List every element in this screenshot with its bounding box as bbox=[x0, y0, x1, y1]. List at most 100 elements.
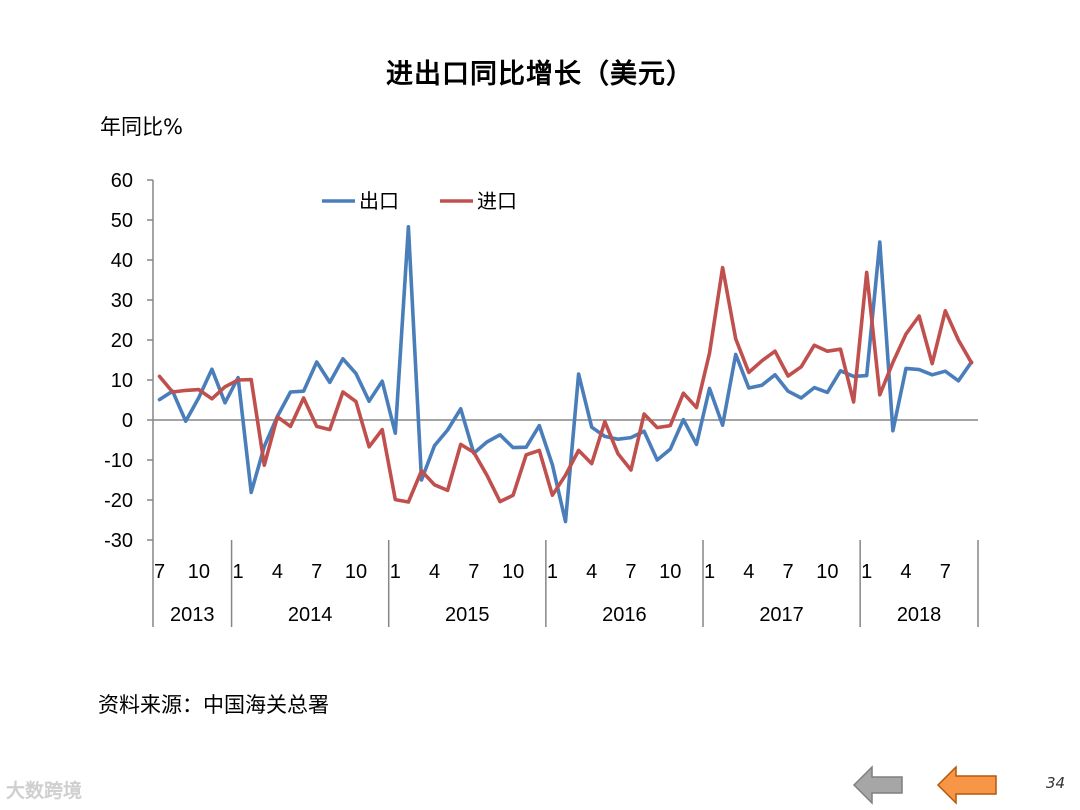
year-label: 2014 bbox=[288, 604, 333, 626]
data-point-export bbox=[865, 374, 868, 377]
data-point-export bbox=[760, 384, 764, 387]
data-point-import bbox=[734, 337, 737, 340]
data-point-import bbox=[158, 375, 161, 378]
data-point-import bbox=[197, 388, 200, 391]
data-point-export bbox=[931, 373, 934, 376]
data-point-import bbox=[656, 426, 659, 429]
previous-slide-button[interactable] bbox=[852, 764, 904, 810]
chart-legend: 出口 进口 bbox=[322, 190, 517, 213]
data-point-import bbox=[865, 271, 868, 274]
data-point-export bbox=[367, 400, 371, 403]
data-point-export bbox=[250, 491, 253, 494]
data-point-export bbox=[642, 430, 646, 433]
data-point-export bbox=[944, 370, 947, 373]
data-point-export bbox=[826, 391, 829, 394]
data-point-export bbox=[197, 396, 200, 399]
data-point-import bbox=[276, 415, 279, 418]
y-tick-label: -30 bbox=[104, 530, 133, 552]
x-tick-label: 10 bbox=[502, 561, 524, 583]
data-point-import bbox=[315, 425, 318, 428]
data-point-import bbox=[747, 371, 750, 374]
data-point-import bbox=[616, 452, 620, 455]
data-point-import bbox=[485, 474, 489, 477]
data-point-import bbox=[381, 428, 384, 431]
data-point-export bbox=[708, 387, 711, 390]
data-point-import bbox=[786, 374, 790, 378]
data-point-export bbox=[420, 478, 423, 482]
x-tick-label: 1 bbox=[390, 561, 401, 583]
data-point-import bbox=[826, 350, 829, 353]
data-point-export bbox=[878, 240, 881, 244]
data-point-export bbox=[446, 428, 449, 432]
data-point-export bbox=[721, 424, 724, 427]
data-point-import bbox=[970, 361, 973, 364]
data-point-import bbox=[931, 362, 934, 365]
data-point-export bbox=[747, 386, 750, 390]
y-tick-label: 60 bbox=[111, 170, 133, 192]
data-point-import bbox=[263, 464, 266, 467]
data-point-import bbox=[367, 445, 371, 448]
y-tick-label: 30 bbox=[111, 290, 133, 312]
data-point-export bbox=[904, 367, 908, 370]
x-tick-label: 4 bbox=[272, 561, 283, 583]
year-label: 2018 bbox=[897, 604, 942, 626]
data-point-export bbox=[433, 444, 436, 447]
data-point-export bbox=[302, 390, 305, 393]
data-point-export bbox=[328, 381, 331, 384]
data-point-import bbox=[917, 314, 921, 318]
data-point-export bbox=[525, 446, 528, 449]
data-point-import bbox=[171, 390, 174, 394]
x-tick-label: 10 bbox=[816, 561, 838, 583]
y-tick-label: 40 bbox=[111, 250, 133, 272]
year-label: 2017 bbox=[759, 604, 804, 626]
data-point-import bbox=[760, 359, 764, 362]
data-point-export bbox=[590, 426, 593, 429]
data-point-export bbox=[773, 373, 777, 376]
data-point-import bbox=[891, 361, 895, 364]
data-point-export bbox=[629, 436, 633, 439]
x-tick-label: 4 bbox=[743, 561, 754, 583]
data-point-export bbox=[695, 443, 698, 446]
data-point-export bbox=[407, 225, 410, 228]
data-point-import bbox=[236, 378, 240, 382]
data-point-import bbox=[459, 443, 462, 446]
y-tick-label: 10 bbox=[111, 370, 133, 392]
data-point-import bbox=[407, 500, 410, 504]
data-point-export bbox=[223, 401, 227, 404]
data-point-import bbox=[721, 266, 724, 269]
data-point-export bbox=[551, 463, 554, 466]
page-number: 34 bbox=[1046, 774, 1066, 792]
legend-label: 进口 bbox=[477, 190, 517, 213]
data-point-import bbox=[446, 489, 449, 492]
x-tick-label: 7 bbox=[625, 561, 636, 583]
data-point-export bbox=[485, 440, 489, 444]
next-slide-button[interactable] bbox=[936, 764, 998, 810]
x-tick-label: 7 bbox=[154, 561, 165, 583]
data-point-export bbox=[184, 420, 187, 423]
data-point-export bbox=[656, 458, 659, 462]
legend-label: 出口 bbox=[359, 190, 399, 213]
y-axis-unit-label: 年同比% bbox=[100, 115, 183, 139]
data-point-export bbox=[381, 380, 384, 383]
data-point-import bbox=[577, 449, 580, 452]
x-tick-label: 4 bbox=[586, 561, 597, 583]
data-point-import bbox=[525, 453, 528, 456]
data-point-export bbox=[603, 435, 606, 438]
arrow-left-orange-icon bbox=[936, 765, 997, 805]
x-tick-label: 1 bbox=[547, 561, 558, 583]
data-point-import bbox=[472, 451, 475, 454]
watermark-logo: 大数跨境 bbox=[6, 780, 83, 802]
data-point-import bbox=[682, 392, 685, 395]
data-point-export bbox=[341, 357, 345, 360]
data-point-import bbox=[420, 469, 423, 472]
data-point-export bbox=[564, 520, 567, 523]
data-point-export bbox=[210, 368, 214, 371]
data-point-import bbox=[538, 449, 541, 452]
y-tick-label: -20 bbox=[104, 490, 133, 512]
data-point-export bbox=[616, 438, 620, 441]
data-point-import bbox=[957, 338, 960, 342]
data-source-note: 资料来源：中国海关总署 bbox=[98, 693, 329, 717]
y-tick-label: 20 bbox=[111, 330, 133, 352]
